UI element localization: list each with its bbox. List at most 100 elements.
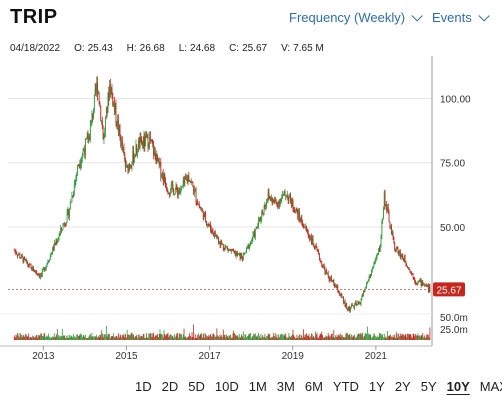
volume-bar [322, 337, 324, 340]
volume-bar [302, 329, 304, 340]
candle-body [182, 185, 183, 187]
candle-body [328, 276, 330, 280]
candle-body [218, 237, 219, 243]
range-button-6m[interactable]: 6M [304, 379, 323, 394]
candle-body [306, 226, 307, 231]
candle-body [303, 226, 305, 228]
range-button-3m[interactable]: 3M [276, 379, 295, 394]
volume-bar [296, 334, 298, 340]
range-button-1y[interactable]: 1Y [368, 379, 385, 394]
volume-bar [239, 337, 241, 340]
candle-body [125, 159, 126, 167]
volume-bar [85, 334, 86, 340]
volume-bar [140, 336, 142, 340]
candle-body [411, 273, 413, 275]
volume-bar [236, 335, 238, 340]
volume-bar [68, 337, 70, 340]
candle-body [30, 264, 32, 267]
range-button-5y[interactable]: 5Y [420, 379, 437, 394]
candle-body [20, 257, 22, 259]
candle-body [323, 265, 325, 269]
volume-bar [405, 334, 407, 340]
candle-body [236, 253, 238, 255]
candle-body [114, 103, 116, 109]
volume-bar [127, 334, 129, 340]
volume-bar [287, 337, 289, 340]
candle-body [341, 294, 343, 298]
range-button-1d[interactable]: 1D [135, 379, 152, 394]
volume-bar [280, 333, 282, 340]
candle-body [412, 274, 414, 278]
range-button-2y[interactable]: 2Y [394, 379, 411, 394]
range-button-10d[interactable]: 10D [214, 379, 239, 394]
candle-body [101, 120, 102, 122]
volume-bar [342, 335, 344, 340]
volume-bar [72, 337, 74, 340]
volume-bar [398, 333, 400, 340]
range-button-ytd[interactable]: YTD [332, 379, 359, 394]
volume-bar [267, 333, 269, 340]
candle-body [231, 249, 233, 251]
volume-bar [311, 333, 313, 340]
candle-body [246, 246, 248, 248]
candle-body [275, 199, 277, 204]
volume-bar [205, 333, 207, 340]
volume-bar [412, 333, 414, 340]
candle-body [289, 194, 291, 197]
volume-bar [294, 337, 296, 340]
candle-body [47, 261, 49, 264]
candle-body [163, 174, 165, 182]
volume-bar [279, 335, 281, 340]
candle-body [387, 207, 388, 211]
candle-body [223, 247, 225, 251]
volume-bar [222, 337, 223, 340]
candle-body [382, 218, 384, 223]
volume-bar [361, 334, 363, 340]
candle-body [283, 191, 285, 194]
range-button-5d[interactable]: 5D [188, 379, 205, 394]
range-button-2d[interactable]: 2D [161, 379, 179, 394]
candle-body [158, 158, 159, 162]
events-dropdown[interactable]: Events [432, 9, 490, 25]
volume-bar [246, 336, 248, 340]
volume-bar [73, 336, 75, 340]
volume-bar [289, 335, 291, 340]
candle-body [314, 245, 316, 250]
volume-bar [157, 333, 159, 340]
volume-bar [335, 335, 336, 340]
candle-body [285, 195, 287, 197]
volume-bar [401, 333, 403, 340]
candle-body [249, 244, 251, 249]
candle-body [166, 188, 168, 192]
volume-bar [395, 337, 396, 340]
candle-body [105, 106, 107, 119]
candle-body [247, 244, 249, 247]
candle-body [41, 270, 43, 276]
frequency-dropdown[interactable]: Frequency (Weekly) [289, 9, 423, 25]
candle-body [232, 249, 234, 251]
volume-bar [234, 333, 235, 340]
candle-body [208, 224, 210, 226]
quote-low: L: 24.68 [178, 43, 216, 54]
volume-bar [277, 337, 279, 340]
candle-body [149, 137, 151, 142]
candle-body [76, 173, 78, 178]
volume-bar [255, 335, 257, 340]
chevron-down-icon [478, 9, 490, 22]
range-button-1m[interactable]: 1M [248, 379, 267, 394]
volume-bar [97, 337, 98, 340]
chevron-down-icon [411, 9, 423, 22]
candle-body [53, 246, 54, 250]
volume-bar [173, 337, 175, 340]
candle-body [366, 282, 368, 288]
candle-body [310, 236, 311, 241]
candle-body [26, 260, 28, 264]
volume-bar [413, 333, 415, 340]
range-button-max[interactable]: MAX [479, 379, 502, 394]
candle-body [134, 156, 136, 158]
candle-body [128, 165, 130, 173]
candle-body [85, 139, 86, 155]
range-button-10y[interactable]: 10Y [446, 379, 470, 394]
candle-body [130, 165, 132, 168]
